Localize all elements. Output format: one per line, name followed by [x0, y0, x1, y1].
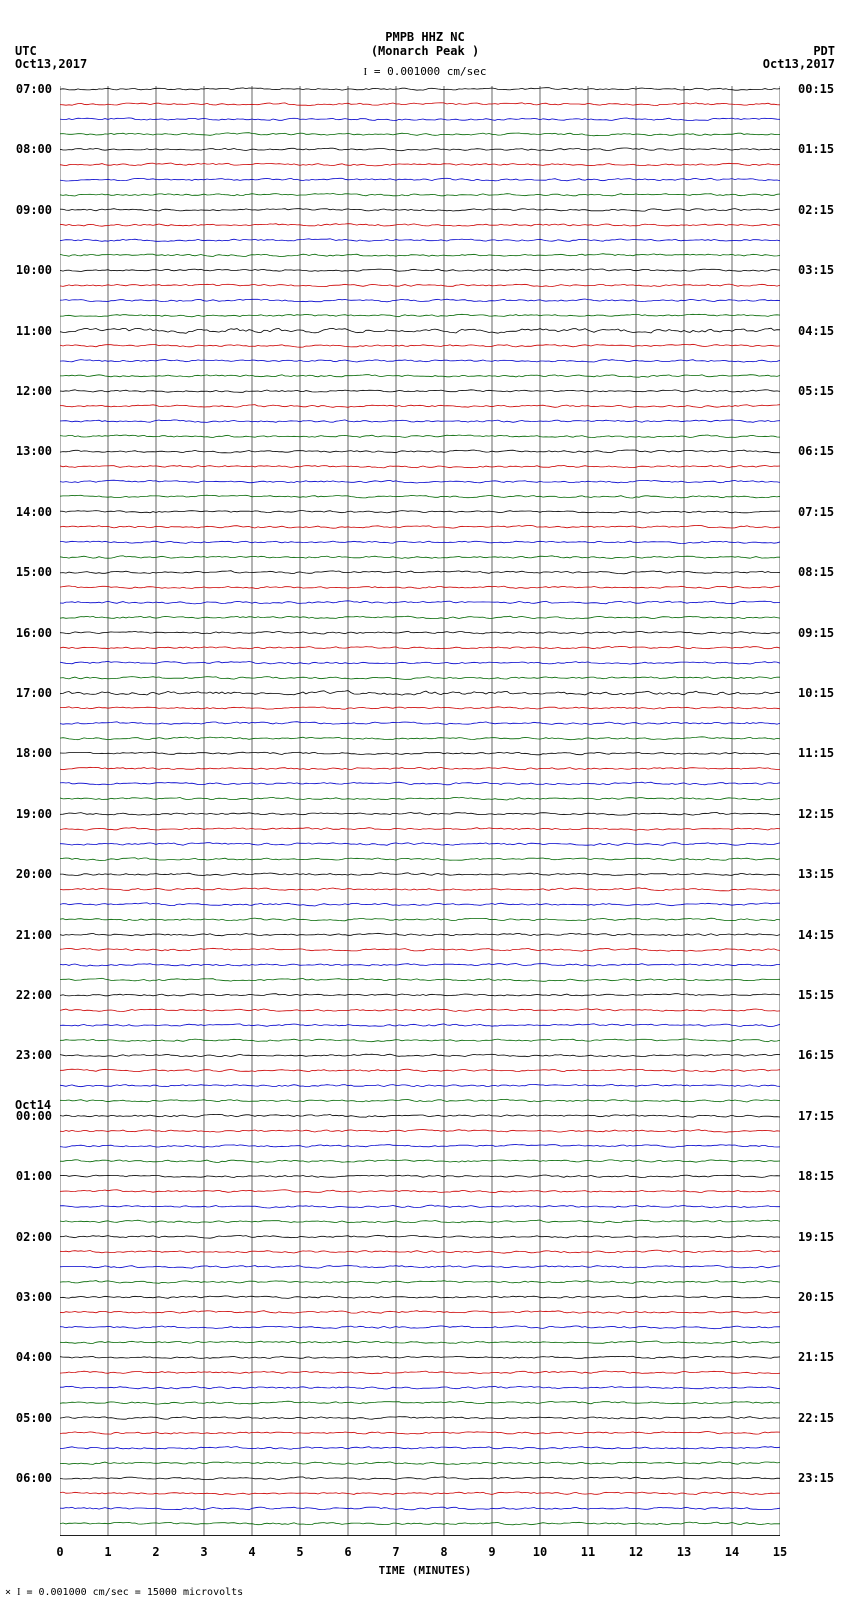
station-location: (Monarch Peak ) — [0, 44, 850, 58]
utc-hour-label: 14:00 — [0, 505, 52, 519]
pdt-hour-label: 06:15 — [798, 444, 834, 458]
pdt-hour-label: 00:15 — [798, 82, 834, 96]
pdt-hour-label: 23:15 — [798, 1471, 834, 1485]
x-tick-label: 5 — [296, 1545, 303, 1559]
x-tick-label: 2 — [152, 1545, 159, 1559]
x-tick-label: 6 — [344, 1545, 351, 1559]
pdt-hour-label: 13:15 — [798, 867, 834, 881]
utc-hour-label: 19:00 — [0, 807, 52, 821]
pdt-hour-label: 02:15 — [798, 203, 834, 217]
utc-hour-label: 15:00 — [0, 565, 52, 579]
tz-label-left: UTC — [15, 44, 37, 58]
utc-hour-label: 22:00 — [0, 988, 52, 1002]
scale-bar: I = 0.001000 cm/sec — [364, 65, 487, 78]
utc-hour-label: 06:00 — [0, 1471, 52, 1485]
station-code: PMPB HHZ NC — [0, 30, 850, 44]
x-tick-label: 1 — [104, 1545, 111, 1559]
footer-scale: × I = 0.001000 cm/sec = 15000 microvolts — [5, 1587, 243, 1598]
pdt-hour-label: 05:15 — [798, 384, 834, 398]
utc-hour-label: 09:00 — [0, 203, 52, 217]
x-tick-label: 0 — [56, 1545, 63, 1559]
utc-hour-label: 13:00 — [0, 444, 52, 458]
pdt-hour-label: 16:15 — [798, 1048, 834, 1062]
utc-hour-label: 12:00 — [0, 384, 52, 398]
x-tick-label: 4 — [248, 1545, 255, 1559]
utc-hour-label: 02:00 — [0, 1230, 52, 1244]
utc-hour-label: 03:00 — [0, 1290, 52, 1304]
pdt-hour-label: 12:15 — [798, 807, 834, 821]
pdt-hour-label: 03:15 — [798, 263, 834, 277]
utc-hour-label: 20:00 — [0, 867, 52, 881]
x-tick-label: 14 — [725, 1545, 739, 1559]
pdt-hour-label: 18:15 — [798, 1169, 834, 1183]
pdt-hour-label: 14:15 — [798, 928, 834, 942]
pdt-hour-label: 21:15 — [798, 1350, 834, 1364]
utc-hour-label: 10:00 — [0, 263, 52, 277]
utc-hour-label: 17:00 — [0, 686, 52, 700]
utc-hour-label: 07:00 — [0, 82, 52, 96]
x-tick-label: 9 — [488, 1545, 495, 1559]
x-tick-label: 15 — [773, 1545, 787, 1559]
pdt-hour-label: 22:15 — [798, 1411, 834, 1425]
utc-hour-label: 00:00 — [0, 1109, 52, 1123]
utc-hour-label: 11:00 — [0, 324, 52, 338]
plot-area — [60, 86, 780, 1536]
x-axis-title: TIME (MINUTES) — [0, 1564, 850, 1577]
utc-hour-label: 05:00 — [0, 1411, 52, 1425]
x-tick-label: 12 — [629, 1545, 643, 1559]
pdt-hour-label: 11:15 — [798, 746, 834, 760]
x-tick-label: 11 — [581, 1545, 595, 1559]
utc-hour-label: 04:00 — [0, 1350, 52, 1364]
pdt-hour-label: 15:15 — [798, 988, 834, 1002]
x-tick-label: 13 — [677, 1545, 691, 1559]
pdt-hour-label: 10:15 — [798, 686, 834, 700]
pdt-hour-label: 08:15 — [798, 565, 834, 579]
utc-hour-label: 01:00 — [0, 1169, 52, 1183]
header: PMPB HHZ NC (Monarch Peak ) — [0, 30, 850, 58]
right-time-labels: 00:1501:1502:1503:1504:1505:1506:1507:15… — [792, 86, 850, 1536]
pdt-hour-label: 19:15 — [798, 1230, 834, 1244]
pdt-hour-label: 17:15 — [798, 1109, 834, 1123]
x-tick-label: 10 — [533, 1545, 547, 1559]
x-tick-label: 7 — [392, 1545, 399, 1559]
left-time-labels: 07:0008:0009:0010:0011:0012:0013:0014:00… — [0, 86, 58, 1536]
utc-hour-label: 23:00 — [0, 1048, 52, 1062]
date-right: Oct13,2017 — [763, 57, 835, 71]
utc-hour-label: 21:00 — [0, 928, 52, 942]
pdt-hour-label: 01:15 — [798, 142, 834, 156]
pdt-hour-label: 09:15 — [798, 626, 834, 640]
x-axis: 0123456789101112131415 — [60, 1535, 780, 1565]
x-tick-label: 8 — [440, 1545, 447, 1559]
date-left: Oct13,2017 — [15, 57, 87, 71]
x-tick-label: 3 — [200, 1545, 207, 1559]
pdt-hour-label: 20:15 — [798, 1290, 834, 1304]
seismogram-container: PMPB HHZ NC (Monarch Peak ) UTC PDT Oct1… — [0, 0, 850, 1613]
pdt-hour-label: 04:15 — [798, 324, 834, 338]
tz-label-right: PDT — [813, 44, 835, 58]
utc-hour-label: 16:00 — [0, 626, 52, 640]
pdt-hour-label: 07:15 — [798, 505, 834, 519]
utc-hour-label: 18:00 — [0, 746, 52, 760]
utc-hour-label: 08:00 — [0, 142, 52, 156]
seismogram-svg — [60, 86, 780, 1536]
